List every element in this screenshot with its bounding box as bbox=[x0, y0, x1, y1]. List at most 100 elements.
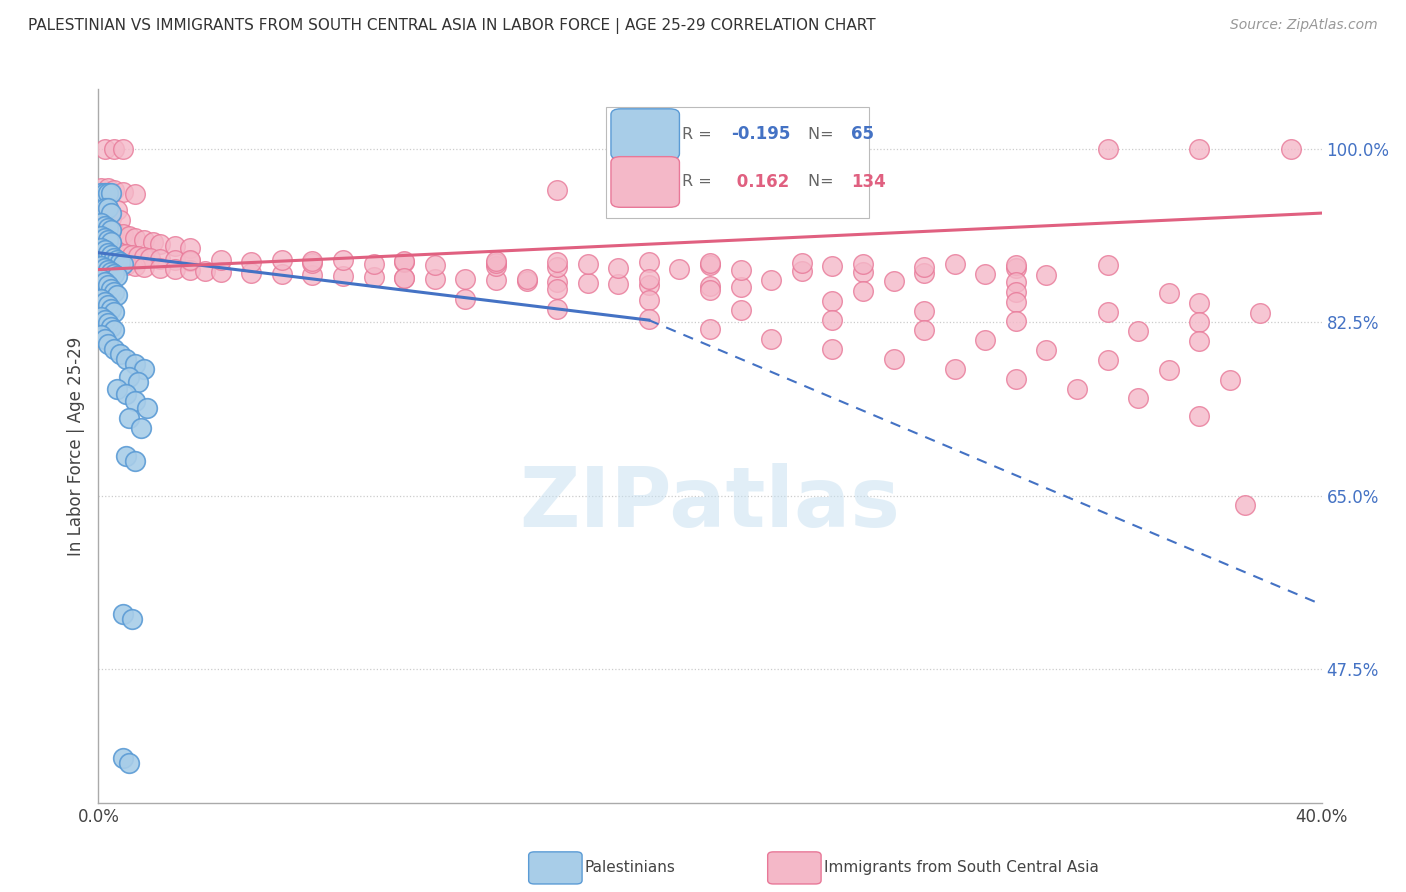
FancyBboxPatch shape bbox=[612, 157, 679, 207]
Point bbox=[1249, 306, 1271, 320]
Point bbox=[546, 282, 568, 296]
Text: Immigrants from South Central Asia: Immigrants from South Central Asia bbox=[824, 860, 1099, 874]
Point bbox=[100, 186, 122, 201]
Point bbox=[485, 255, 508, 269]
Point bbox=[423, 258, 446, 272]
Point bbox=[100, 206, 122, 220]
Text: 134: 134 bbox=[851, 173, 886, 191]
Point bbox=[1097, 142, 1119, 156]
Point bbox=[90, 216, 112, 230]
Text: ZIPatlas: ZIPatlas bbox=[520, 463, 900, 543]
Point bbox=[546, 276, 568, 290]
Point bbox=[546, 183, 568, 197]
Point bbox=[943, 361, 966, 376]
Point bbox=[607, 277, 630, 292]
Point bbox=[90, 293, 112, 307]
Point bbox=[97, 223, 120, 237]
Point bbox=[576, 277, 599, 291]
Text: Source: ZipAtlas.com: Source: ZipAtlas.com bbox=[1230, 18, 1378, 32]
Point bbox=[699, 284, 721, 298]
Point bbox=[105, 252, 128, 267]
Point bbox=[974, 333, 997, 347]
Point bbox=[124, 394, 146, 409]
Point bbox=[90, 241, 112, 255]
Point bbox=[124, 357, 146, 371]
Point bbox=[127, 249, 149, 263]
Point bbox=[1128, 324, 1150, 338]
Point bbox=[163, 252, 186, 267]
Point bbox=[103, 251, 125, 265]
Point bbox=[103, 342, 125, 356]
Point bbox=[103, 323, 125, 337]
Point bbox=[115, 351, 138, 366]
Point bbox=[93, 231, 115, 245]
Point bbox=[93, 201, 115, 215]
Point bbox=[1066, 382, 1088, 396]
Point bbox=[105, 257, 128, 271]
Point bbox=[121, 612, 143, 626]
Point bbox=[90, 201, 112, 215]
Point bbox=[301, 253, 323, 268]
Point bbox=[790, 255, 813, 269]
Point bbox=[90, 259, 112, 273]
Point bbox=[97, 262, 120, 277]
Point bbox=[90, 310, 112, 325]
Point bbox=[97, 201, 120, 215]
Point bbox=[454, 272, 477, 286]
Point bbox=[97, 201, 120, 215]
Point bbox=[790, 263, 813, 277]
Point bbox=[730, 303, 752, 318]
Point bbox=[576, 257, 599, 271]
Point bbox=[392, 270, 416, 285]
Point bbox=[100, 211, 122, 225]
Point bbox=[730, 262, 752, 277]
Text: PALESTINIAN VS IMMIGRANTS FROM SOUTH CENTRAL ASIA IN LABOR FORCE | AGE 25-29 COR: PALESTINIAN VS IMMIGRANTS FROM SOUTH CEN… bbox=[28, 18, 876, 34]
Point bbox=[423, 271, 446, 285]
Point bbox=[759, 186, 782, 200]
Point bbox=[111, 186, 134, 200]
Point bbox=[97, 233, 120, 247]
Point bbox=[93, 276, 115, 290]
Point bbox=[332, 268, 354, 283]
Point bbox=[179, 241, 201, 255]
Point bbox=[105, 203, 128, 218]
Point bbox=[124, 259, 146, 273]
Point bbox=[1097, 258, 1119, 272]
Point bbox=[103, 285, 125, 300]
Point bbox=[637, 278, 661, 293]
Point bbox=[1188, 142, 1211, 156]
Point bbox=[1188, 409, 1211, 424]
Point bbox=[1035, 268, 1057, 282]
Point bbox=[97, 244, 120, 258]
Point bbox=[546, 302, 568, 317]
Point bbox=[105, 268, 128, 283]
Point bbox=[111, 142, 134, 156]
Y-axis label: In Labor Force | Age 25-29: In Labor Force | Age 25-29 bbox=[67, 336, 86, 556]
Point bbox=[485, 273, 508, 287]
Point bbox=[912, 266, 935, 280]
Point bbox=[136, 401, 159, 416]
Point bbox=[118, 369, 141, 384]
Point bbox=[454, 293, 477, 307]
Point bbox=[883, 351, 905, 366]
Text: Palestinians: Palestinians bbox=[585, 860, 676, 874]
Point bbox=[363, 257, 385, 271]
Point bbox=[108, 347, 131, 361]
Point bbox=[90, 228, 112, 243]
Text: 65: 65 bbox=[851, 125, 873, 143]
Point bbox=[1188, 334, 1211, 348]
Point bbox=[1097, 352, 1119, 367]
Point bbox=[103, 244, 125, 259]
Point bbox=[912, 304, 935, 318]
FancyBboxPatch shape bbox=[612, 109, 679, 160]
Point bbox=[852, 257, 875, 271]
Point bbox=[485, 259, 508, 273]
Point bbox=[821, 342, 844, 356]
Point bbox=[115, 246, 138, 260]
Point bbox=[240, 254, 263, 268]
Point bbox=[1188, 315, 1211, 329]
Point bbox=[1188, 296, 1211, 310]
Point bbox=[127, 375, 149, 389]
Point bbox=[209, 252, 232, 267]
Point bbox=[134, 250, 156, 264]
